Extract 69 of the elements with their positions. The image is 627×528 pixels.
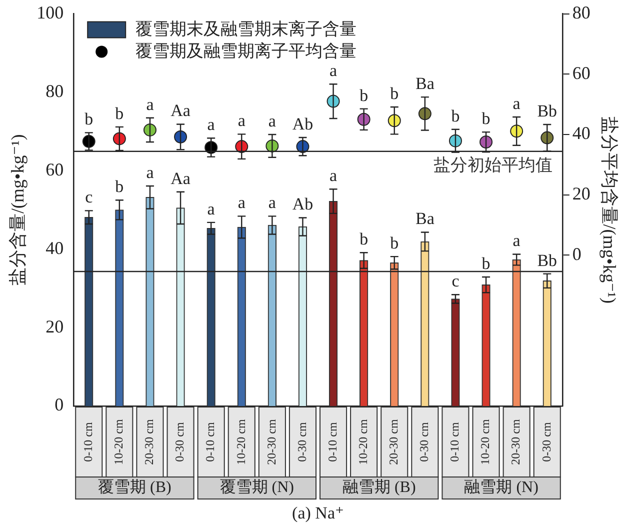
legend-label: 覆雪期及融雪期离子平均含量 [136, 41, 357, 60]
y-tick-label: 40 [46, 238, 64, 258]
data-label: b [115, 104, 124, 123]
data-label: b [360, 86, 368, 105]
y-tick-label: 0 [54, 394, 64, 415]
x-tick-label: 0-10 cm [203, 422, 218, 462]
x-tick-label: 0-30 cm [539, 422, 554, 462]
x-tick-label: 10-20 cm [356, 418, 370, 465]
x-tick-label: 0-30 cm [172, 422, 187, 462]
data-label: a [330, 166, 338, 186]
y2-tick-label: 40 [572, 123, 590, 144]
data-label: b [360, 230, 368, 249]
y-tick-label: 80 [46, 80, 64, 101]
data-label: c [85, 188, 94, 207]
text: (a) Na⁺ [292, 503, 344, 522]
data-label: b [482, 109, 490, 128]
data-label: b [482, 254, 490, 273]
data-label: Ba [415, 209, 435, 228]
x-tick-label: 10-20 cm [112, 418, 126, 465]
x-tick-label: 10-20 cm [234, 418, 248, 465]
y2-tick-label: 60 [572, 62, 590, 83]
x-tick-label: 20-30 cm [508, 418, 523, 465]
text: 覆雪期 (N) [220, 478, 294, 496]
data-label: a [268, 193, 276, 212]
y-tick-label: 100 [36, 2, 64, 23]
data-label: Ab [292, 114, 314, 134]
data-label: a [512, 231, 521, 250]
data-label: a [146, 162, 154, 182]
data-label: Bb [537, 101, 558, 120]
x-tick-label: 20-30 cm [142, 418, 156, 465]
ref-line-label: 盐分初始平均值 [433, 155, 552, 174]
data-label: a [512, 94, 521, 113]
data-label: c [452, 272, 460, 291]
data-label: a [268, 111, 276, 130]
x-tick-label: 10-20 cm [478, 418, 492, 465]
x-tick-label: 20-30 cm [264, 418, 278, 465]
data-label: a [207, 199, 216, 218]
data-label: Aa [170, 101, 191, 120]
y2-tick-label: 0 [572, 244, 582, 264]
x-tick-label: 0-10 cm [448, 422, 462, 462]
y2-axis-title: 盐分平均含量/(mg•kg⁻¹) [599, 116, 620, 304]
data-label: a [330, 61, 338, 80]
data-label: Ab [292, 194, 314, 214]
data-label: Bb [537, 250, 558, 270]
data-label: Aa [170, 168, 191, 188]
data-label: b [390, 84, 399, 103]
data-label: b [84, 110, 94, 129]
data-label: a [146, 94, 154, 114]
x-tick-label: 0-10 cm [325, 422, 340, 462]
y-axis-title: 盐分含量/(mg•kg⁻¹) [8, 134, 28, 286]
y-tick-label: 20 [46, 316, 64, 336]
text: 融雪期 (B) [342, 478, 416, 496]
x-tick-label: 0-10 cm [81, 422, 96, 462]
x-tick-label: 0-30 cm [417, 422, 432, 462]
text: 覆雪期 (B) [98, 478, 172, 496]
y2-tick-label: 80 [572, 2, 590, 23]
x-tick-label: 0-30 cm [294, 422, 309, 462]
legend-label: 覆雪期末及融雪期末离子含量 [136, 19, 357, 38]
y-tick-label: 60 [46, 159, 64, 180]
data-label: a [238, 193, 246, 212]
data-label: Ba [415, 74, 435, 94]
data-label: a [238, 111, 246, 130]
data-label: b [115, 177, 124, 196]
text: 融雪期 (N) [464, 478, 538, 496]
x-tick-label: 20-30 cm [386, 418, 401, 465]
y2-tick-label: 20 [572, 184, 590, 204]
data-label: b [390, 234, 399, 253]
data-label: a [207, 115, 216, 134]
data-label: b [451, 106, 460, 126]
